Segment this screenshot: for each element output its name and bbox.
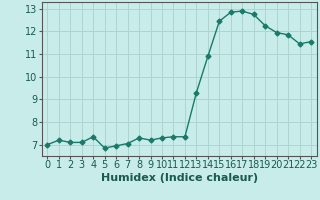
X-axis label: Humidex (Indice chaleur): Humidex (Indice chaleur) [100,173,258,183]
